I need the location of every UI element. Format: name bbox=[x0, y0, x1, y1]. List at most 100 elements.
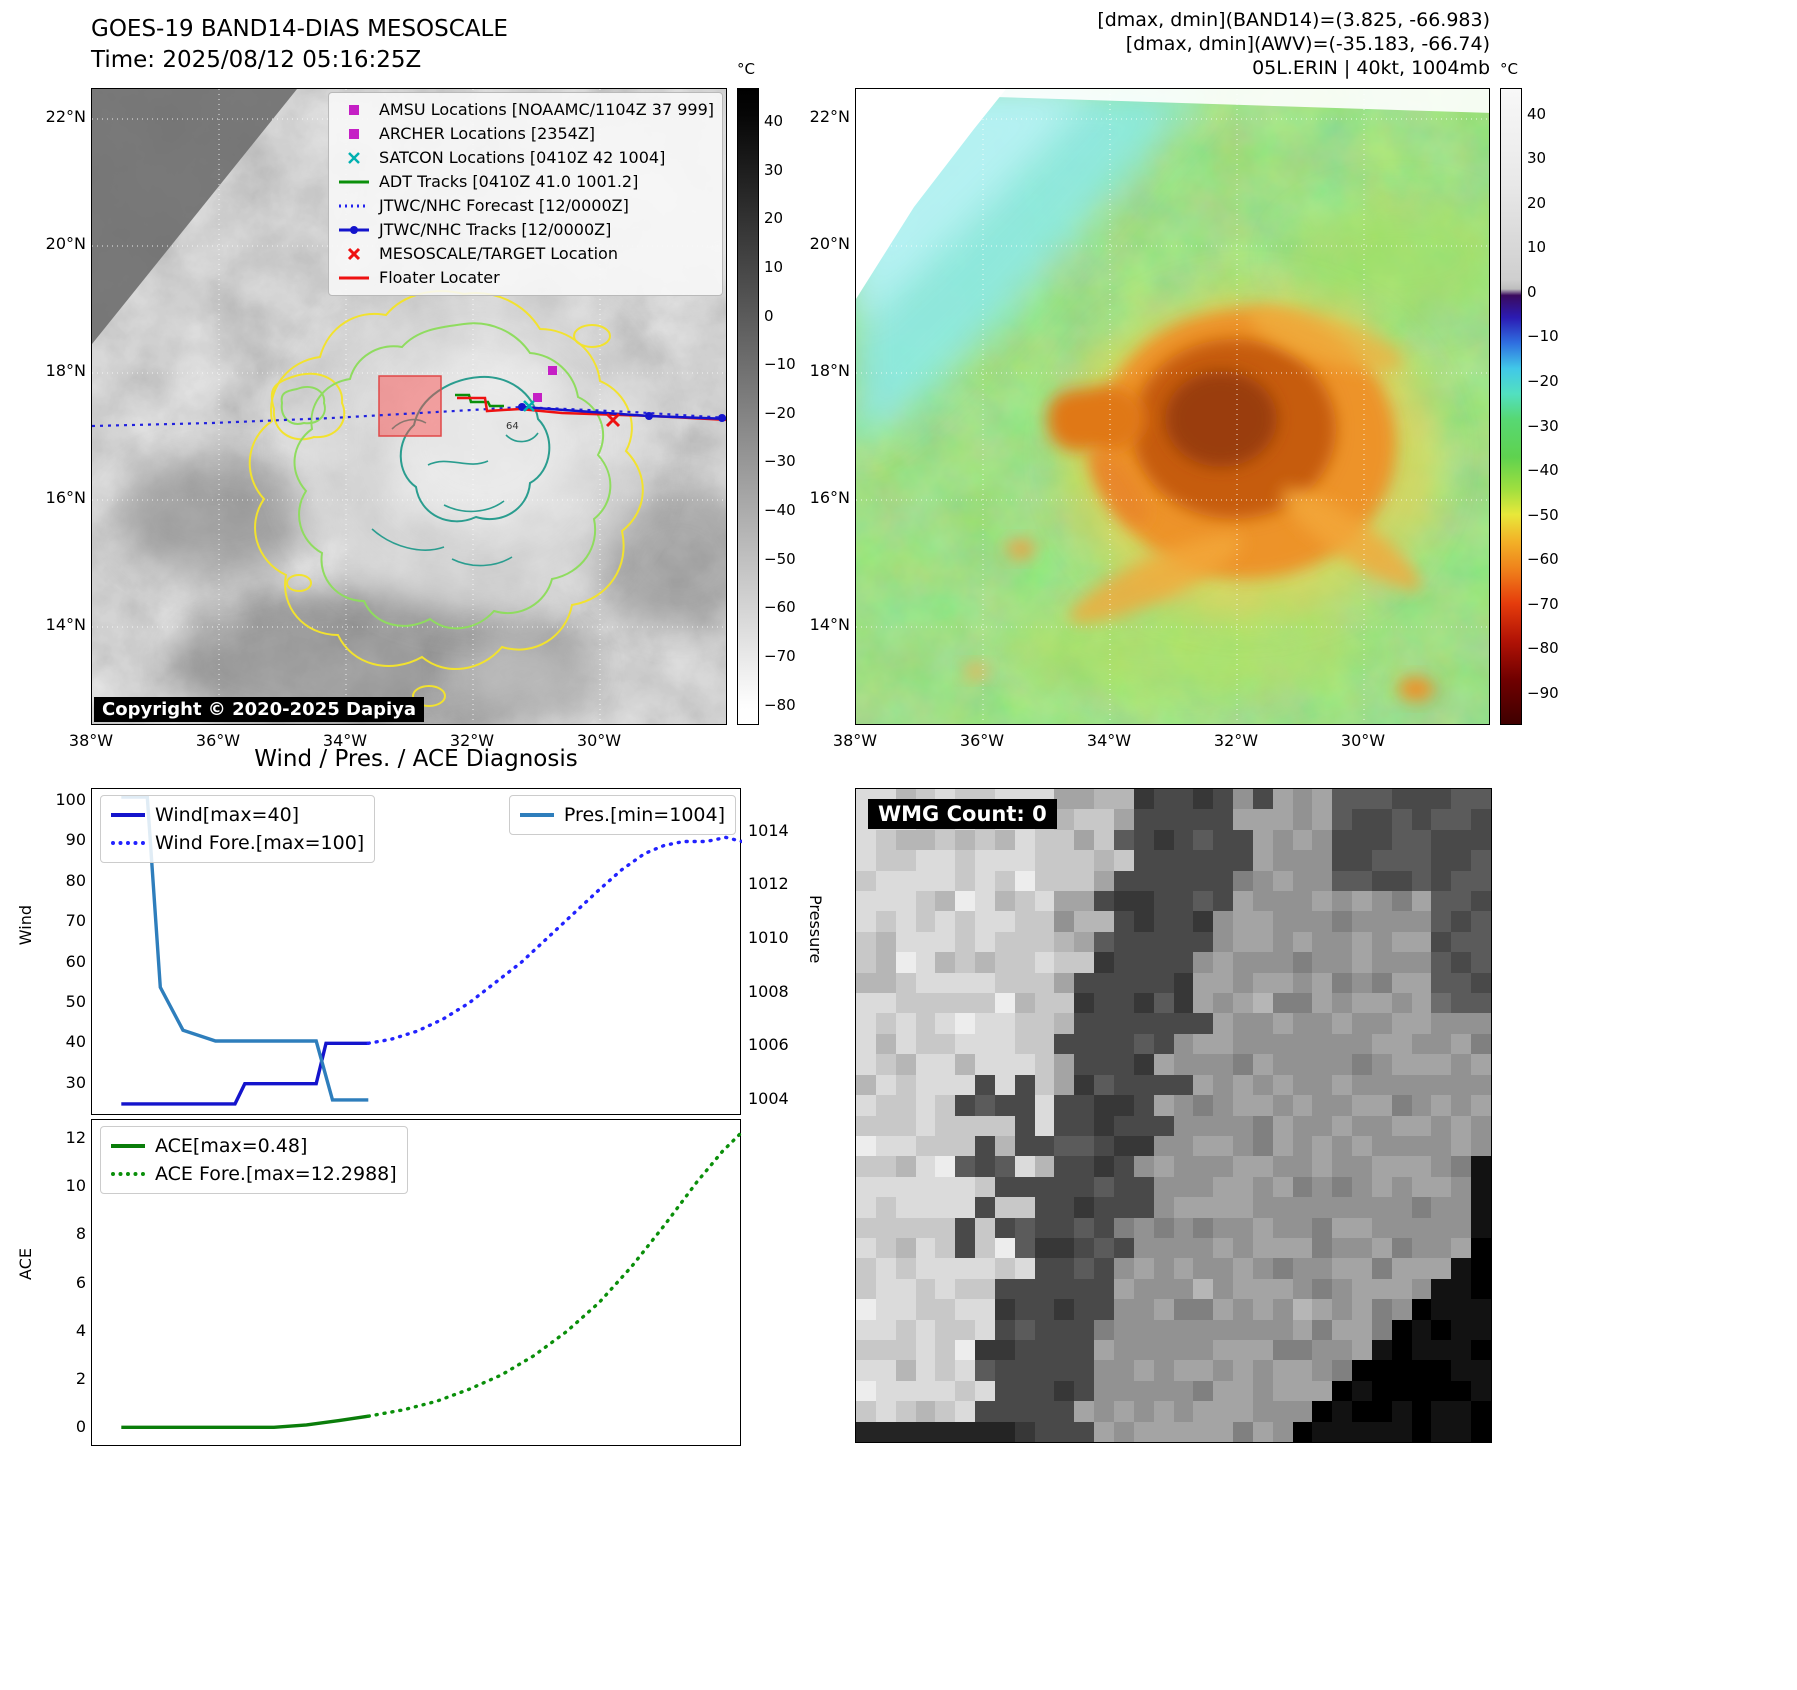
wind-tick-label: 70 bbox=[65, 911, 86, 930]
p2-lon-label: 34°W bbox=[1086, 731, 1132, 750]
chart-legend: Wind[max=40] Wind Fore.[max=100] bbox=[100, 795, 376, 863]
dmax-dmin-awv-text: [dmax, dmin](AWV)=(-35.183, -66.74) bbox=[1125, 33, 1490, 55]
p2-colorbar-tick: −60 bbox=[1527, 550, 1559, 568]
map-legend-item: SATCON Locations [0410Z 42 1004] bbox=[337, 146, 714, 170]
archer-location-marker bbox=[533, 393, 542, 402]
p2-colorbar-tick: −80 bbox=[1527, 639, 1559, 657]
p2-lon-label: 36°W bbox=[959, 731, 1005, 750]
chart-legend-item: Pres.[min=1004] bbox=[519, 801, 725, 829]
p1-colorbar-tick: −70 bbox=[764, 647, 796, 665]
ace-axis-label: ACE bbox=[16, 1248, 35, 1280]
p1-lat-label: 20°N bbox=[45, 234, 86, 253]
ace-tick-label: 8 bbox=[75, 1224, 86, 1243]
p1-colorbar-tick: −10 bbox=[764, 355, 796, 373]
chart-legend: Pres.[min=1004] bbox=[508, 795, 736, 835]
chart-legend-item: Wind Fore.[max=100] bbox=[111, 829, 364, 857]
p2-lon-label: 38°W bbox=[832, 731, 878, 750]
wind-tick-label: 30 bbox=[65, 1073, 86, 1092]
adt-track-line bbox=[455, 393, 504, 408]
wind-tick-label: 100 bbox=[55, 790, 86, 809]
map-legend-item: ARCHER Locations [2354Z] bbox=[337, 122, 714, 146]
p2-colorbar-tick: 0 bbox=[1527, 283, 1537, 301]
p2-lat-label: 14°N bbox=[809, 615, 850, 634]
map-legend-item: AMSU Locations [NOAAMC/1104Z 37 999] bbox=[337, 98, 714, 122]
pressure-tick-label: 1008 bbox=[748, 982, 789, 1001]
map-legend-item: MESOSCALE/TARGET Location bbox=[337, 242, 714, 266]
p1-colorbar-tick: −30 bbox=[764, 452, 796, 470]
p1-colorbar-tick: −50 bbox=[764, 550, 796, 568]
p2-lon-label: 30°W bbox=[1340, 731, 1386, 750]
wmg-count-label: WMG Count: 0 bbox=[868, 799, 1057, 829]
storm-id-intensity-text: 05L.ERIN | 40kt, 1004mb bbox=[1252, 57, 1490, 79]
p2-colorbar-tick: 40 bbox=[1527, 105, 1547, 123]
panel2-header: [dmax, dmin](BAND14)=(3.825, -66.983) [d… bbox=[1000, 8, 1490, 80]
charts-title: Wind / Pres. / ACE Diagnosis bbox=[254, 746, 578, 772]
p1-lon-label: 36°W bbox=[195, 731, 241, 750]
chart-legend: ACE[max=0.48] ACE Fore.[max=12.2988] bbox=[100, 1126, 408, 1194]
colorbar-awv bbox=[1500, 88, 1522, 725]
line-dot-blue-icon bbox=[337, 223, 371, 237]
x-cyan-icon bbox=[337, 151, 371, 165]
chart-legend-item: Wind[max=40] bbox=[111, 801, 364, 829]
p2-colorbar-tick: 10 bbox=[1527, 238, 1547, 256]
panel1-title: GOES-19 BAND14-DIAS MESOSCALE Time: 2025… bbox=[91, 14, 508, 76]
p1-lon-label: 32°W bbox=[449, 731, 495, 750]
awv-satellite-art bbox=[856, 89, 1489, 724]
p2-colorbar-tick: −10 bbox=[1527, 327, 1559, 345]
p2-colorbar-tick: −70 bbox=[1527, 595, 1559, 613]
dmax-dmin-band14-text: [dmax, dmin](BAND14)=(3.825, -66.983) bbox=[1097, 9, 1490, 31]
p2-lon-label: 32°W bbox=[1213, 731, 1259, 750]
unscanned-corner bbox=[856, 89, 1006, 299]
p1-colorbar-tick: 0 bbox=[764, 307, 774, 325]
yellow-contours bbox=[248, 290, 644, 707]
line-green-icon bbox=[337, 175, 371, 189]
p2-lat-label: 16°N bbox=[809, 488, 850, 507]
colorbar1-unit: °C bbox=[737, 60, 755, 78]
colorbar-band14 bbox=[737, 88, 759, 725]
wind-tick-label: 90 bbox=[65, 830, 86, 849]
chart-legend-item: ACE[max=0.48] bbox=[111, 1132, 397, 1160]
jtwc-track-points bbox=[518, 403, 726, 422]
jtwc-forecast-line bbox=[92, 405, 726, 428]
pressure-tick-label: 1006 bbox=[748, 1035, 789, 1054]
copyright-label: Copyright © 2020-2025 Dapiya bbox=[94, 697, 425, 722]
p1-lon-label: 30°W bbox=[576, 731, 622, 750]
map-legend-item: ADT Tracks [0410Z 41.0 1001.2] bbox=[337, 170, 714, 194]
p1-colorbar-tick: 30 bbox=[764, 161, 784, 179]
mesoscale-target-marker bbox=[605, 412, 621, 428]
chart-legend-item: ACE Fore.[max=12.2988] bbox=[111, 1160, 397, 1188]
satcon-location-marker bbox=[523, 400, 535, 412]
wmg-map: WMG Count: 0 bbox=[855, 788, 1492, 1443]
panel1-title-line2: Time: 2025/08/12 05:16:25Z bbox=[91, 47, 422, 73]
p1-colorbar-tick: 40 bbox=[764, 112, 784, 130]
square-magenta-icon bbox=[337, 103, 371, 117]
amsu-location-marker bbox=[548, 366, 557, 375]
ace-tick-label: 10 bbox=[65, 1176, 86, 1195]
p2-colorbar-tick: −90 bbox=[1527, 684, 1559, 702]
p1-colorbar-tick: −40 bbox=[764, 501, 796, 519]
satellite-map-awv bbox=[855, 88, 1490, 725]
p1-lon-label: 34°W bbox=[322, 731, 368, 750]
ace-tick-label: 4 bbox=[75, 1321, 86, 1340]
ace-tick-label: 12 bbox=[65, 1128, 86, 1147]
pressure-tick-label: 1010 bbox=[748, 928, 789, 947]
p2-lat-label: 20°N bbox=[809, 234, 850, 253]
pressure-tick-label: 1014 bbox=[748, 821, 789, 840]
p2-colorbar-tick: 20 bbox=[1527, 194, 1547, 212]
wind-pressure-chart: Wind[max=40] Wind Fore.[max=100] Pres.[min… bbox=[91, 788, 742, 1115]
ace-chart: ACE[max=0.48] ACE Fore.[max=12.2988] bbox=[91, 1119, 742, 1446]
pressure-tick-label: 1012 bbox=[748, 874, 789, 893]
mesoscale-target-box bbox=[378, 375, 442, 437]
wind-tick-label: 60 bbox=[65, 952, 86, 971]
colorbar2-unit: °C bbox=[1500, 60, 1518, 78]
p1-colorbar-tick: 20 bbox=[764, 209, 784, 227]
x-red-icon bbox=[337, 247, 371, 261]
p1-lat-label: 14°N bbox=[45, 615, 86, 634]
teal-contours bbox=[371, 375, 551, 567]
pressure-tick-label: 1004 bbox=[748, 1089, 789, 1108]
p2-lat-label: 22°N bbox=[809, 107, 850, 126]
map-legend-item: JTWC/NHC Forecast [12/0000Z] bbox=[337, 194, 714, 218]
map-legend-item: JTWC/NHC Tracks [12/0000Z] bbox=[337, 218, 714, 242]
map-legend: AMSU Locations [NOAAMC/1104Z 37 999] ARCH… bbox=[327, 92, 723, 296]
